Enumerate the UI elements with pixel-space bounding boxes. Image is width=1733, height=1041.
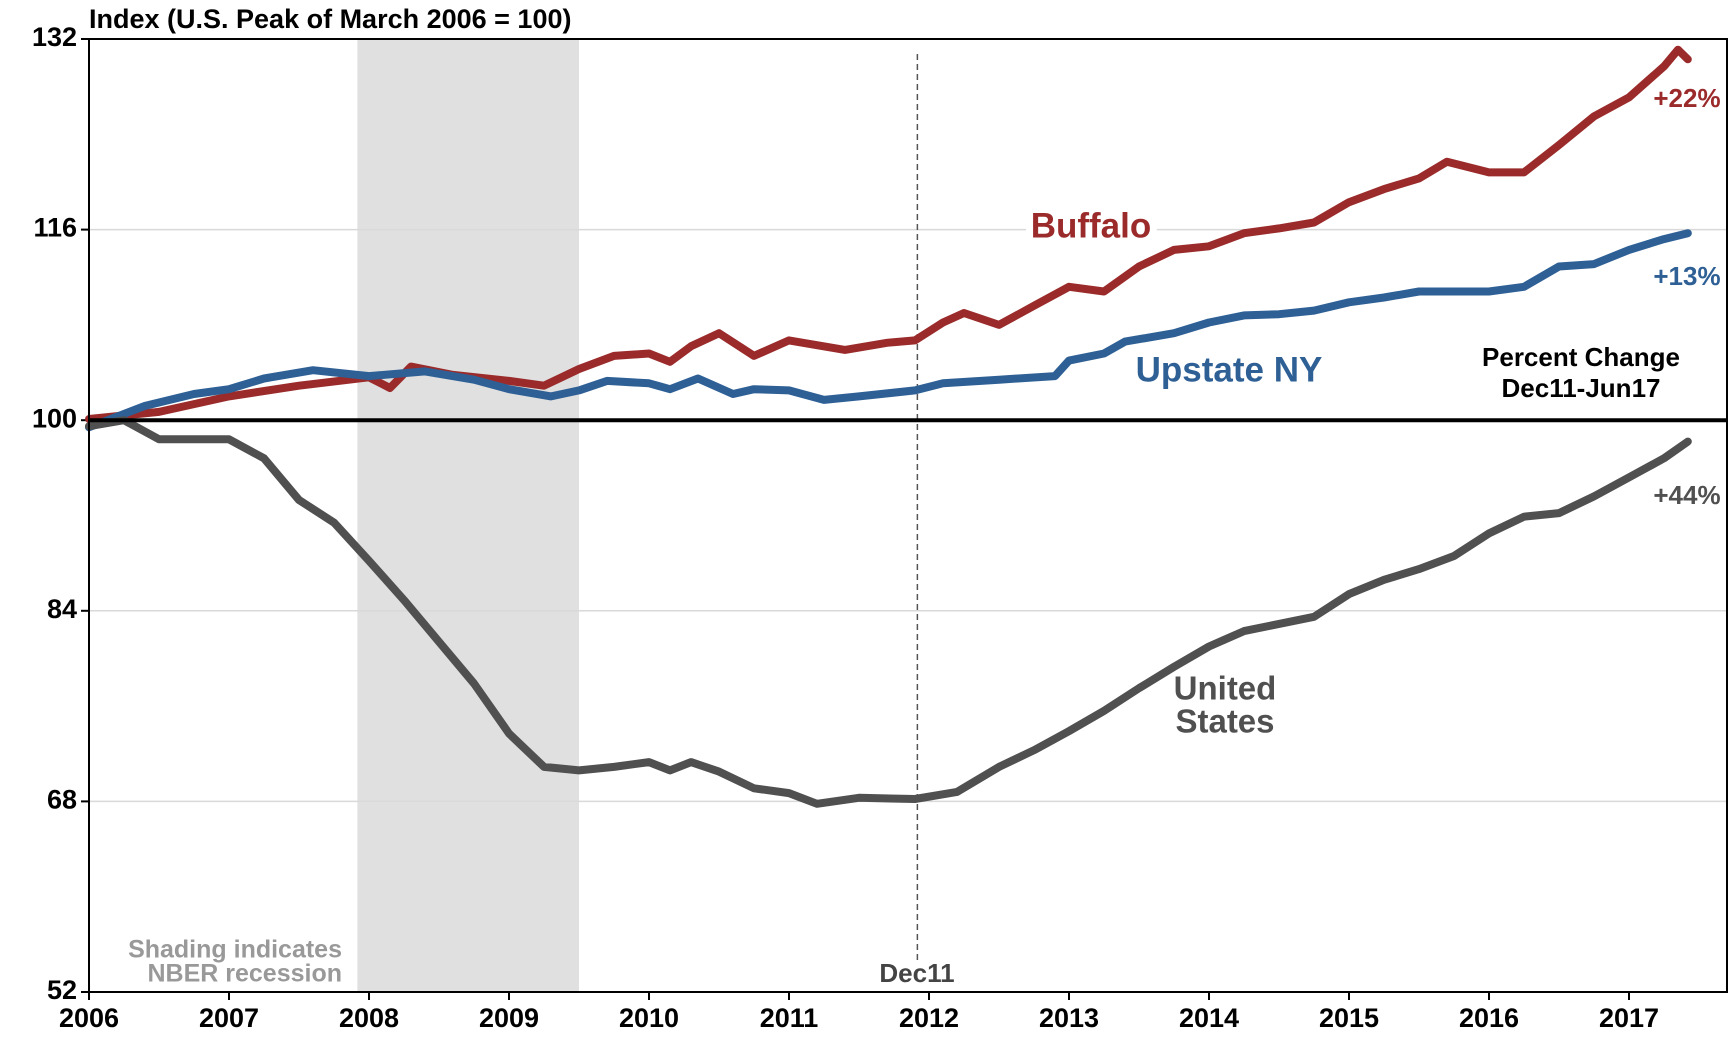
annotation: States: [1175, 703, 1274, 740]
annotation: +13%: [1653, 261, 1720, 291]
y-tick-label: 84: [47, 594, 77, 624]
y-tick-label: 100: [32, 403, 77, 433]
annotation: Buffalo: [1031, 206, 1152, 245]
series-line: [85, 45, 1692, 423]
x-tick-label: 2007: [199, 1003, 259, 1033]
x-tick-label: 2013: [1039, 1003, 1099, 1033]
annotation: United: [1174, 670, 1277, 707]
x-tick-label: 2012: [899, 1003, 959, 1033]
x-tick-label: 2011: [760, 1003, 819, 1033]
annotation: Dec11-Jun17: [1502, 373, 1661, 403]
x-tick-label: 2014: [1179, 1003, 1239, 1033]
x-tick-label: 2006: [59, 1003, 119, 1033]
x-tick-label: 2009: [479, 1003, 539, 1033]
y-tick-label: 68: [47, 785, 77, 815]
y-tick-label: 132: [32, 22, 77, 52]
annotation: Percent Change: [1482, 342, 1680, 372]
y-tick-label: 52: [47, 975, 77, 1005]
annotation: Shading indicates: [128, 936, 342, 964]
x-tick-label: 2016: [1459, 1003, 1519, 1033]
annotation: Upstate NY: [1136, 350, 1323, 389]
chart-title: Index (U.S. Peak of March 2006 = 100): [89, 4, 571, 34]
series-line: [85, 416, 1692, 808]
plot-frame: [88, 38, 1728, 993]
x-tick-label: 2008: [339, 1003, 399, 1033]
annotation: +44%: [1653, 480, 1720, 510]
annotation: Dec11: [879, 958, 954, 988]
x-tick-label: 2010: [619, 1003, 679, 1033]
recession-shading: [357, 39, 579, 992]
annotation: NBER recession: [147, 960, 342, 988]
annotation: +22%: [1653, 83, 1720, 113]
x-tick-label: 2015: [1319, 1003, 1379, 1033]
y-tick-label: 116: [33, 213, 77, 243]
x-tick-label: 2017: [1599, 1003, 1659, 1033]
series-line: [85, 229, 1692, 432]
